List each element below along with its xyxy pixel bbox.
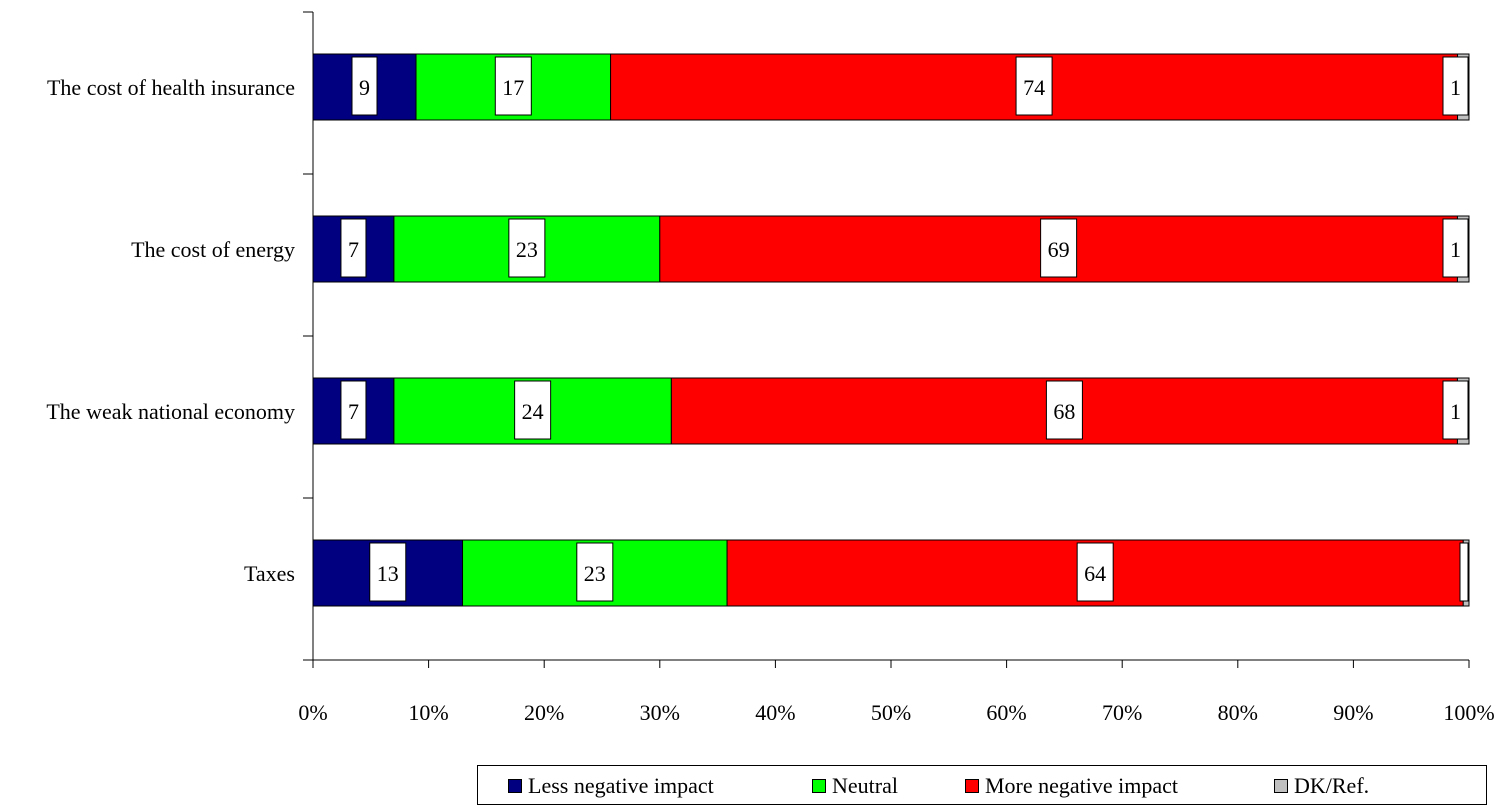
x-tick-label: 70% <box>1102 700 1142 725</box>
data-label-box-the-cost-of-energy-dk-ref <box>1442 218 1469 278</box>
legend-swatch-neutral <box>812 779 826 793</box>
data-label-the-cost-of-energy-less-negative-impact: 7 <box>348 237 359 262</box>
data-label-taxes-neutral: 23 <box>584 561 606 586</box>
legend: Less negative impact Neutral More negati… <box>477 765 1487 805</box>
data-label-the-cost-of-energy-neutral: 23 <box>516 237 538 262</box>
data-label-the-weak-national-economy-dk-ref: 1 <box>1450 399 1461 424</box>
category-label-the-cost-of-energy: The cost of energy <box>131 237 295 262</box>
legend-swatch-more-negative <box>965 779 979 793</box>
data-label-box-the-cost-of-health-insurance-neutral <box>494 56 532 116</box>
data-label-box-the-cost-of-energy-less-negative-impact <box>340 218 367 278</box>
x-tick-label: 80% <box>1218 700 1258 725</box>
data-label-box-the-weak-national-economy-less-negative-impact <box>340 380 367 440</box>
data-label-taxes-less-negative-impact: 13 <box>377 561 399 586</box>
data-label-box-the-cost-of-energy-more-negative-impact <box>1040 218 1078 278</box>
legend-item-less-negative: Less negative impact <box>508 773 714 798</box>
legend-item-neutral: Neutral <box>812 773 898 798</box>
data-label-the-weak-national-economy-less-negative-impact: 7 <box>348 399 359 424</box>
data-label-the-cost-of-health-insurance-more-negative-impact: 74 <box>1023 75 1045 100</box>
data-label-taxes-more-negative-impact: 64 <box>1084 561 1106 586</box>
x-tick-label: 20% <box>524 700 564 725</box>
data-label-the-cost-of-health-insurance-dk-ref: 1 <box>1450 75 1461 100</box>
data-label-box-the-weak-national-economy-dk-ref <box>1442 380 1469 440</box>
data-label-box-the-cost-of-health-insurance-less-negative-impact <box>351 56 378 116</box>
data-label-box-taxes-neutral <box>576 542 614 602</box>
data-label-box-the-cost-of-energy-neutral <box>508 218 546 278</box>
category-label-the-cost-of-health-insurance: The cost of health insurance <box>47 75 295 100</box>
legend-label-more-negative: More negative impact <box>985 773 1179 798</box>
data-label-the-cost-of-energy-more-negative-impact: 69 <box>1048 237 1070 262</box>
category-label-taxes: Taxes <box>244 561 295 586</box>
legend-label-dk-ref: DK/Ref. <box>1294 773 1370 798</box>
x-tick-label: 60% <box>986 700 1026 725</box>
data-label-box-the-weak-national-economy-neutral <box>514 380 552 440</box>
legend-item-dk-ref: DK/Ref. <box>1274 773 1370 798</box>
x-tick-label: 100% <box>1443 700 1494 725</box>
data-label-the-cost-of-health-insurance-less-negative-impact: 9 <box>359 75 370 100</box>
x-tick-label: 30% <box>640 700 680 725</box>
legend-swatch-dk-ref <box>1274 779 1288 793</box>
category-label-the-weak-national-economy: The weak national economy <box>46 399 295 424</box>
legend-swatch-less-negative <box>508 779 522 793</box>
legend-item-more-negative: More negative impact <box>965 773 1179 798</box>
legend-label-neutral: Neutral <box>832 773 898 798</box>
data-label-box-the-weak-national-economy-more-negative-impact <box>1045 380 1083 440</box>
x-tick-label: 90% <box>1333 700 1373 725</box>
data-label-box-the-cost-of-health-insurance-more-negative-impact <box>1015 56 1053 116</box>
data-label-the-cost-of-health-insurance-neutral: 17 <box>502 75 524 100</box>
legend-label-less-negative: Less negative impact <box>528 773 714 798</box>
data-label-the-cost-of-energy-dk-ref: 1 <box>1450 237 1461 262</box>
x-tick-label: 50% <box>871 700 911 725</box>
x-tick-label: 40% <box>755 700 795 725</box>
x-tick-label: 0% <box>298 700 327 725</box>
data-label-the-weak-national-economy-neutral: 24 <box>522 399 544 424</box>
data-label-box-taxes-more-negative-impact <box>1076 542 1114 602</box>
data-label-box-the-cost-of-health-insurance-dk-ref <box>1442 56 1469 116</box>
data-label-box-taxes-less-negative-impact <box>369 542 407 602</box>
x-tick-label: 10% <box>408 700 448 725</box>
data-label-the-weak-national-economy-more-negative-impact: 68 <box>1053 399 1075 424</box>
data-label-box-taxes-dk-ref <box>1459 542 1469 602</box>
